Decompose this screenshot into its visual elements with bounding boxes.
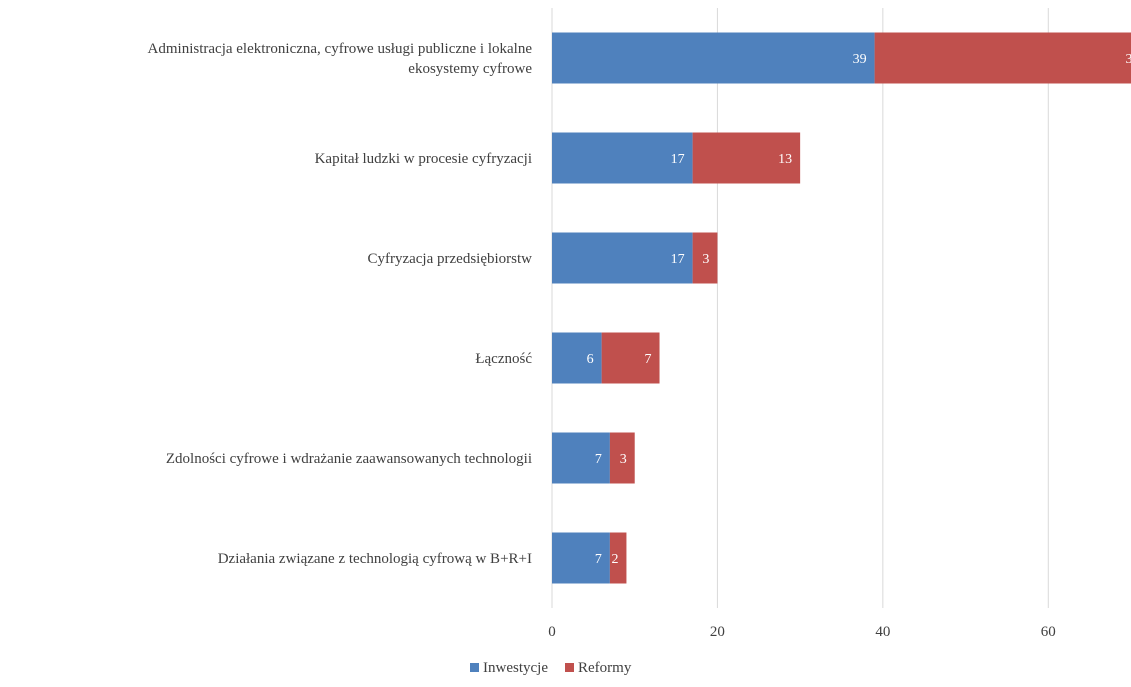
bar-reformy [601, 332, 660, 384]
x-tick-label: 60 [1041, 624, 1056, 640]
legend: Inwestycje Reformy [470, 660, 632, 676]
bar-reformy [692, 232, 718, 284]
legend-label: Inwestycje [483, 660, 548, 676]
legend-label: Reformy [578, 660, 632, 676]
category-label: Zdolności cyfrowe i wdrażanie zaawansowa… [166, 451, 532, 467]
bar-inwestycje [552, 332, 602, 384]
data-label: 7 [595, 452, 602, 467]
data-label: 17 [671, 152, 685, 167]
data-label: 7 [645, 352, 652, 367]
bar-inwestycje [552, 32, 875, 84]
category-label: Administracja elektroniczna, cyfrowe usł… [148, 41, 533, 77]
legend-swatch [470, 663, 479, 672]
data-label: 39 [853, 52, 867, 67]
bar-inwestycje [552, 232, 693, 284]
gridlines [551, 8, 1049, 608]
bar-inwestycje [552, 432, 610, 484]
data-label: 17 [671, 252, 685, 267]
legend-swatch [565, 663, 574, 672]
category-label: Cyfryzacja przedsiębiorstw [367, 251, 532, 267]
bars [552, 32, 1131, 584]
bar-reformy [692, 132, 801, 184]
x-axis-ticks: 0 20 40 60 [548, 624, 1056, 640]
category-label: Kapitał ludzki w procesie cyfryzacji [315, 151, 532, 167]
data-label: 3 [702, 252, 709, 267]
category-label: Łączność [475, 351, 532, 367]
data-label: 13 [778, 152, 792, 167]
data-label: 2 [611, 552, 618, 567]
bar-inwestycje [552, 532, 610, 584]
x-tick-label: 20 [710, 624, 725, 640]
category-labels: Administracja elektroniczna, cyfrowe usł… [148, 41, 533, 567]
bar-reformy [609, 432, 635, 484]
data-label: 33 [1126, 52, 1131, 67]
bar-reformy [609, 532, 627, 584]
data-labels: 39331713173677372 [587, 52, 1131, 567]
x-tick-label: 40 [875, 624, 890, 640]
category-label: Działania związane z technologią cyfrową… [218, 551, 532, 567]
data-label: 7 [595, 552, 602, 567]
x-tick-label: 0 [548, 624, 556, 640]
bar-reformy [874, 32, 1131, 84]
data-label: 3 [620, 452, 627, 467]
data-label: 6 [587, 352, 594, 367]
bar-inwestycje [552, 132, 693, 184]
